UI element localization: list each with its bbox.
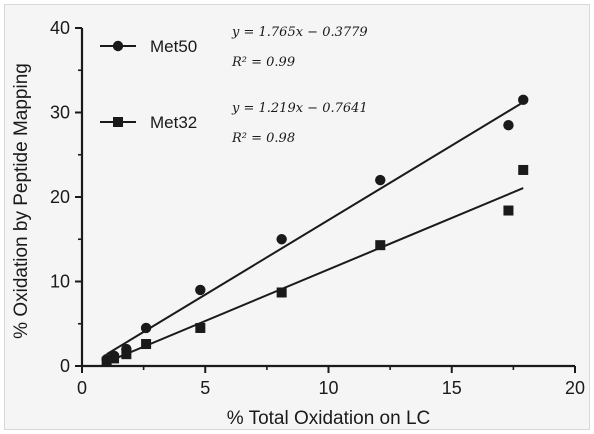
y-tick-label: 10 — [50, 272, 70, 292]
fit-equation: y = 1.765x − 0.3779 — [231, 25, 368, 40]
legend-marker-circle — [112, 40, 124, 52]
point-met50 — [195, 284, 206, 296]
y-tick-label: 0 — [60, 356, 70, 376]
y-tick-label: 20 — [50, 187, 70, 207]
legend-label: Met32 — [150, 113, 197, 132]
point-met50 — [503, 119, 514, 131]
x-tick-label: 10 — [318, 378, 338, 398]
y-tick-label: 40 — [50, 18, 70, 38]
axes: 0 5 10 15 20 0 10 20 30 40 — [50, 18, 585, 398]
point-met32 — [101, 356, 112, 367]
point-met32 — [276, 287, 287, 298]
point-met32 — [375, 240, 386, 251]
point-met32 — [518, 164, 529, 175]
x-tick-label: 0 — [77, 378, 87, 398]
x-tick-label: 5 — [200, 378, 210, 398]
x-tick-label: 20 — [565, 378, 585, 398]
r-squared: R² = 0.99 — [231, 55, 295, 70]
y-axis-label: % Oxidation by Peptide Mapping — [11, 63, 32, 339]
fit-line-met50 — [106, 101, 524, 356]
point-met32 — [109, 353, 120, 364]
point-met50 — [518, 94, 529, 106]
x-axis-label: % Total Oxidation on LC — [227, 408, 431, 429]
point-met32 — [121, 349, 132, 360]
legend-label: Met50 — [150, 37, 197, 56]
point-met32 — [195, 322, 206, 333]
y-tick-label: 30 — [50, 103, 70, 123]
point-met50 — [276, 234, 287, 245]
point-met32 — [503, 205, 514, 216]
data-points — [101, 94, 529, 367]
point-met50 — [375, 174, 386, 186]
r-squared: R² = 0.98 — [231, 131, 295, 146]
fit-lines — [106, 101, 524, 364]
point-met32 — [141, 339, 152, 350]
legend: Met50 y = 1.765x − 0.3779 R² = 0.99 Met32 y … — [100, 25, 368, 146]
legend-marker-square — [113, 117, 123, 127]
fit-equation: y = 1.219x − 0.7641 — [231, 101, 368, 116]
fit-line-met32 — [106, 187, 524, 364]
point-met50 — [140, 322, 152, 334]
x-tick-label: 15 — [442, 378, 462, 398]
